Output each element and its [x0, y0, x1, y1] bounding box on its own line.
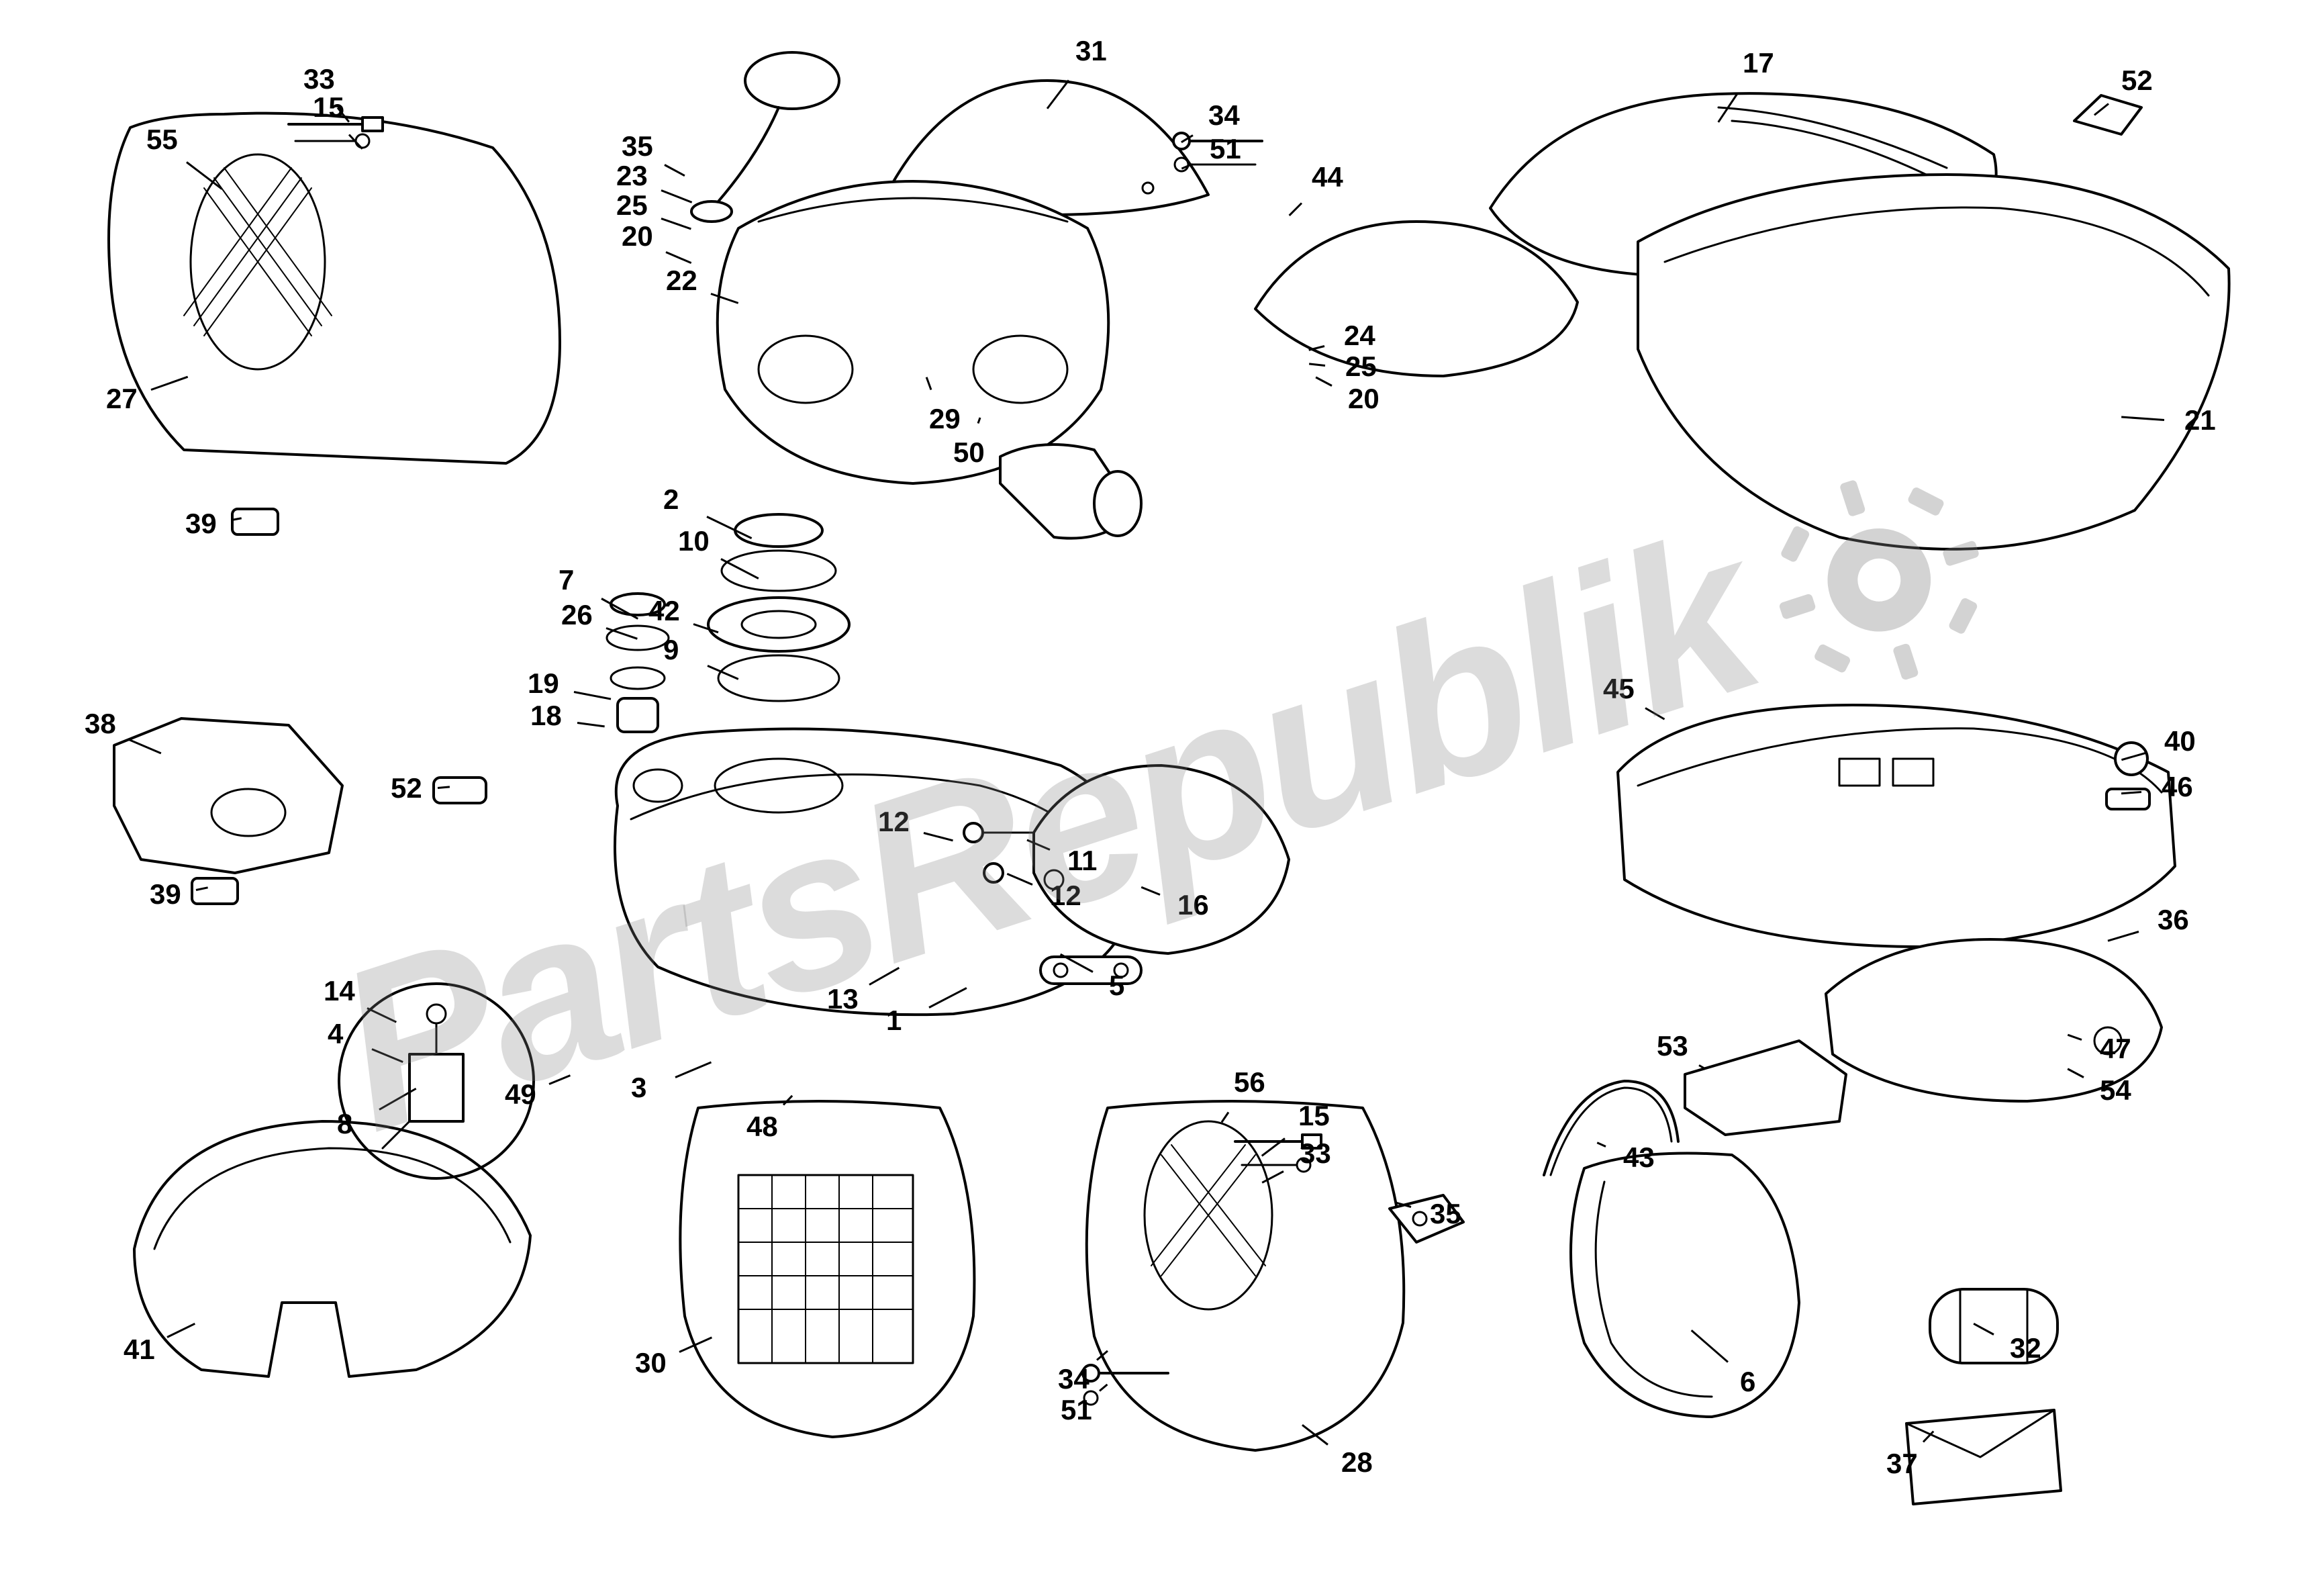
- callout-number: 12: [1050, 880, 1081, 912]
- callout-number: 25: [616, 189, 648, 222]
- callout-number: 11: [1067, 845, 1097, 877]
- callout-number: 23: [616, 160, 648, 192]
- callout-number: 18: [530, 700, 562, 732]
- part-rider-seat: [1242, 201, 1591, 389]
- callout-number: 38: [85, 708, 116, 740]
- callout-number: 29: [929, 403, 961, 435]
- callout-number: 35: [622, 130, 653, 162]
- callout-number: 20: [1348, 383, 1379, 415]
- part-undertray: [1598, 692, 2188, 960]
- part-lower-fairing-left: [658, 1088, 994, 1450]
- leader-line: [549, 1074, 571, 1085]
- callout-number: 3: [631, 1072, 646, 1104]
- callout-number: 25: [1345, 351, 1377, 383]
- callout-number: 45: [1603, 673, 1635, 705]
- part-mirror: [671, 47, 846, 235]
- callout-number: 39: [185, 508, 217, 540]
- callout-number: 13: [827, 983, 859, 1015]
- callout-number: 27: [106, 383, 138, 415]
- part-tail-section: [1625, 161, 2242, 577]
- callout-number: 7: [559, 564, 574, 596]
- part-intake-guard: [101, 705, 356, 880]
- callout-number: 52: [2121, 64, 2153, 97]
- leader-line: [675, 1061, 712, 1078]
- callout-number: 9: [663, 634, 679, 666]
- callout-number: 36: [2158, 904, 2189, 936]
- part-clip-a: [228, 504, 282, 541]
- exploded-diagram: PartsRepublik: [0, 0, 2324, 1588]
- callout-number: 55: [146, 124, 178, 156]
- callout-number: 8: [337, 1108, 352, 1140]
- callout-number: 2: [663, 483, 679, 516]
- leader-line: [665, 251, 691, 264]
- part-clip-b: [188, 873, 242, 910]
- callout-number: 53: [1657, 1030, 1688, 1062]
- callout-number: 43: [1623, 1141, 1655, 1174]
- callout-number: 12: [878, 806, 910, 838]
- part-fuel-cap-stack: [685, 510, 859, 712]
- callout-number: 50: [953, 436, 985, 469]
- callout-number: 28: [1341, 1446, 1373, 1479]
- callout-number: 56: [1234, 1066, 1265, 1099]
- callout-number: 21: [2184, 404, 2216, 436]
- callout-number: 31: [1075, 35, 1107, 67]
- callout-number: 44: [1312, 161, 1343, 193]
- callout-number: 17: [1743, 47, 1774, 79]
- callout-number: 47: [2100, 1033, 2131, 1065]
- callout-number: 19: [528, 667, 559, 700]
- callout-number: 15: [1298, 1100, 1330, 1132]
- callout-number: 32: [2010, 1332, 2041, 1364]
- callout-number: 42: [648, 595, 680, 627]
- callout-number: 34: [1058, 1363, 1090, 1395]
- callout-number: 35: [1430, 1198, 1461, 1230]
- callout-number: 34: [1208, 99, 1240, 132]
- part-pad-b: [430, 772, 490, 809]
- callout-number: 4: [328, 1018, 343, 1050]
- part-tool-bag: [1893, 1397, 2068, 1511]
- callout-number: 40: [2164, 725, 2196, 757]
- part-intake-tube: [987, 430, 1148, 551]
- callout-number: 52: [391, 772, 422, 804]
- callout-number: 14: [324, 975, 355, 1007]
- callout-number: 46: [2162, 771, 2193, 803]
- part-tool-roll: [1920, 1269, 2068, 1383]
- callout-number: 51: [1061, 1394, 1092, 1426]
- callout-number: 20: [622, 220, 653, 252]
- callout-number: 24: [1344, 320, 1375, 352]
- callout-number: 33: [303, 63, 335, 95]
- callout-number: 48: [746, 1111, 778, 1143]
- callout-number: 5: [1109, 970, 1124, 1002]
- callout-number: 54: [2100, 1074, 2131, 1107]
- callout-number: 37: [1886, 1448, 1918, 1480]
- callout-number: 30: [635, 1347, 667, 1379]
- callout-number: 33: [1300, 1137, 1331, 1170]
- callout-number: 41: [124, 1334, 155, 1366]
- callout-number: 49: [505, 1078, 536, 1111]
- part-plug-a: [2108, 739, 2155, 779]
- callout-number: 10: [678, 525, 710, 557]
- callout-number: 51: [1210, 133, 1241, 165]
- callout-number: 1: [886, 1005, 902, 1037]
- part-bracket: [1678, 1034, 1853, 1141]
- callout-number: 22: [666, 265, 697, 297]
- callout-number: 15: [313, 91, 344, 124]
- callout-number: 26: [561, 599, 593, 631]
- callout-number: 39: [150, 878, 181, 910]
- part-plug-b: [2101, 782, 2155, 816]
- callout-number: 6: [1740, 1366, 1755, 1398]
- callout-number: 16: [1177, 889, 1209, 921]
- part-strap: [1531, 1061, 1692, 1188]
